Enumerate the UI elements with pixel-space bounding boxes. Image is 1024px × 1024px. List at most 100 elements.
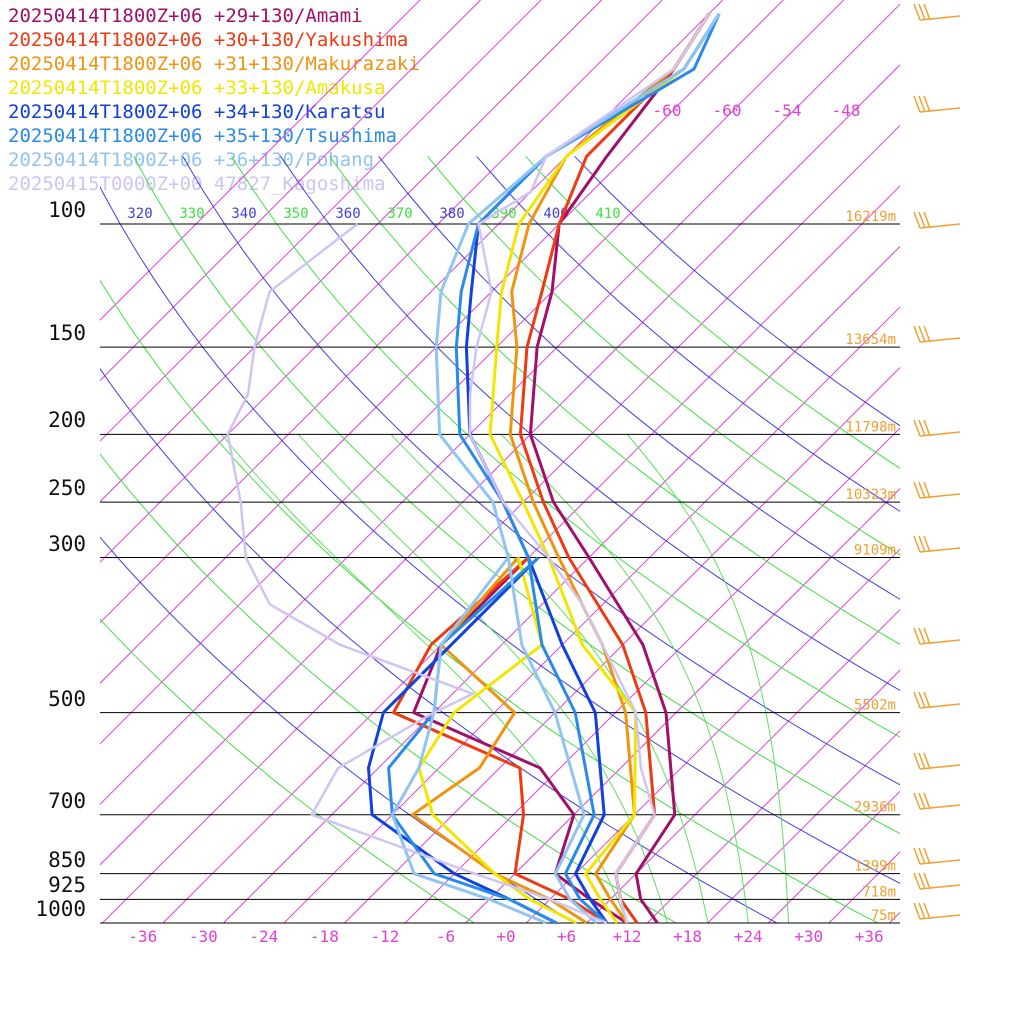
isotherm-line: [283, 306, 900, 923]
dewpoint-profile-line: [412, 556, 628, 925]
temperature-profile-line: [528, 12, 711, 924]
pressure-label: 200: [48, 408, 86, 433]
dry-adiabat: [100, 279, 879, 923]
dry-adiabat: [378, 155, 900, 600]
isotherm-line: [465, 487, 900, 923]
wind-barb: [913, 95, 961, 113]
isotherm-line: [100, 0, 784, 684]
pressure-label: 850: [48, 847, 86, 872]
height-label: 10323m: [845, 487, 896, 503]
theta-label: 330: [179, 206, 204, 222]
wind-barb: [913, 325, 961, 343]
isotherm-line: [646, 669, 900, 923]
legend-entry: 20250414T1800Z+06 +33+130/Amakusa: [8, 77, 386, 99]
dry-adiabat: [427, 155, 900, 556]
dewpoint-profile-line: [411, 556, 588, 925]
temperature-tick-label: -6: [436, 927, 455, 946]
isotherm-line: [586, 609, 900, 923]
dewpoint-profile-line: [390, 556, 547, 925]
theta-label: 320: [127, 206, 152, 222]
moist-adiabat: [500, 434, 749, 923]
wind-barb: [913, 211, 961, 229]
pressure-label: 700: [48, 788, 86, 813]
temperature-tick-label: +30: [794, 927, 823, 946]
dry-adiabat: [476, 155, 900, 512]
moist-adiabat: [626, 434, 789, 923]
upper-temperature-label: -60: [653, 101, 682, 120]
wind-barb: [913, 752, 961, 770]
dry-adiabat: [231, 156, 900, 738]
dry-adiabat: [574, 155, 900, 427]
temperature-profile-line: [488, 12, 721, 924]
temperature-tick-label: +24: [734, 927, 763, 946]
height-label: 11798m: [845, 419, 896, 435]
pressure-label: 300: [48, 531, 86, 556]
temperature-tick-label: +6: [557, 927, 576, 946]
temperature-tick-label: -36: [128, 927, 157, 946]
dry-adiabat: [329, 156, 900, 645]
height-label: 13654m: [845, 332, 896, 348]
height-label: 5502m: [854, 698, 896, 714]
height-label: 16219m: [845, 209, 896, 225]
isotherm-line: [100, 0, 663, 563]
upper-temperature-label: -48: [832, 101, 861, 120]
temperature-profile-line: [434, 12, 721, 925]
isotherm-line: [344, 366, 900, 923]
temperature-tick-label: +18: [673, 927, 702, 946]
isotherm-line: [100, 3, 900, 806]
isotherm-line: [828, 851, 900, 923]
upper-temperature-label: -60: [713, 101, 742, 120]
temperature-tick-label: +36: [855, 927, 884, 946]
isotherm-line: [889, 911, 900, 923]
wind-barb: [913, 3, 961, 21]
pressure-label: 1000: [35, 897, 86, 921]
dry-adiabat: [100, 185, 900, 884]
temperature-tick-label: -18: [310, 927, 339, 946]
pressure-label: 150: [48, 321, 86, 346]
isotherm-line: [707, 730, 900, 923]
isotherm-line: [162, 185, 900, 923]
isotherm-line: [223, 245, 900, 923]
theta-label: 340: [231, 206, 256, 222]
theta-label: 410: [595, 206, 620, 222]
temperature-tick-label: -12: [370, 927, 399, 946]
dewpoint-profile-line: [226, 223, 608, 925]
height-label: 1399m: [854, 859, 896, 875]
dry-adiabat: [100, 618, 476, 923]
isotherm-line: [100, 0, 481, 382]
temperature-profile-line: [508, 12, 711, 924]
temperature-tick-label: -24: [249, 927, 278, 946]
height-label: 718m: [862, 884, 896, 900]
theta-label: 390: [491, 206, 516, 222]
isotherm-line: [100, 0, 421, 321]
dry-adiabat: [182, 156, 900, 786]
theta-label: 350: [283, 206, 308, 222]
dry-adiabat: [280, 156, 900, 691]
dewpoint-profile-line: [392, 556, 608, 925]
dry-adiabat: [100, 453, 678, 923]
legend-entry: 20250414T1800Z+06 +30+130/Yakushima: [8, 29, 409, 51]
isotherm-line: [100, 0, 602, 503]
pressure-label: 500: [48, 686, 86, 711]
height-label: 2936m: [854, 800, 896, 816]
legend-entry: 20250414T1800Z+06 +31+130/Makurazaki: [8, 53, 420, 75]
legend-entry: 20250414T1800Z+06 +34+130/Karatsu: [8, 101, 386, 123]
isotherm-line: [525, 548, 900, 923]
isotherm-line: [100, 0, 542, 442]
wind-barb: [913, 627, 961, 645]
temperature-profile-line: [454, 12, 721, 925]
wind-barb: [913, 535, 961, 553]
theta-label: 370: [387, 206, 412, 222]
theta-label: 360: [335, 206, 360, 222]
pressure-label: 100: [48, 198, 86, 222]
legend-entry: 20250414T1800Z+06 +29+130/Amami: [8, 5, 363, 27]
temperature-profile-line: [468, 12, 711, 924]
pressure-label: 925: [48, 873, 86, 898]
dry-adiabat: [133, 156, 900, 835]
temperature-tick-label: +0: [496, 927, 515, 946]
height-label: 75m: [871, 908, 896, 924]
wind-barb: [913, 419, 961, 437]
isotherm-line: [102, 124, 900, 923]
wind-barb: [913, 481, 961, 499]
